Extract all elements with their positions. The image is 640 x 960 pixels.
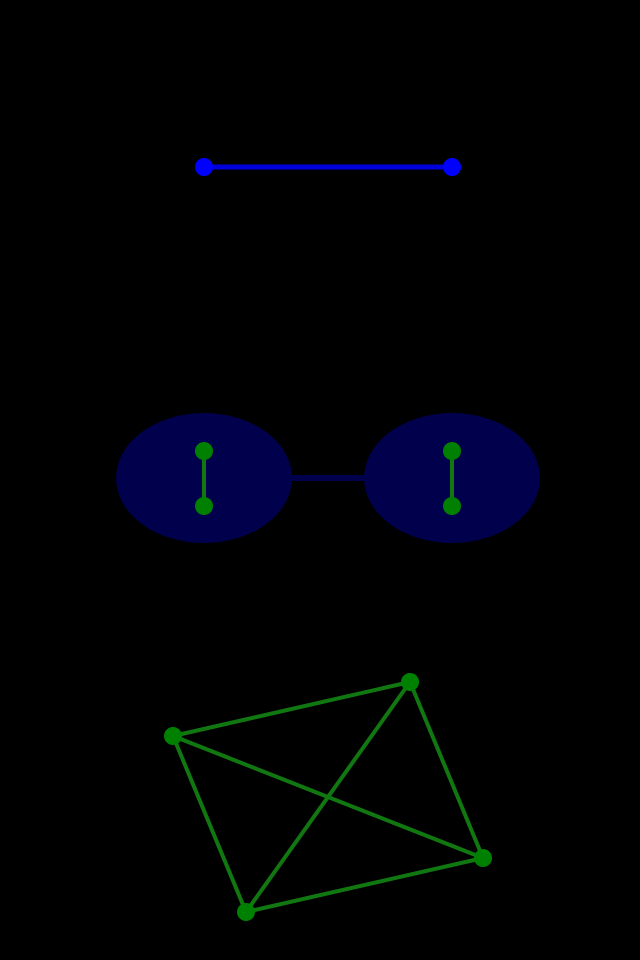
node xyxy=(443,497,461,515)
node xyxy=(195,497,213,515)
simple-graph xyxy=(195,158,461,176)
edge xyxy=(245,856,484,914)
cluster-graph xyxy=(116,413,540,543)
node xyxy=(443,442,461,460)
node xyxy=(237,903,255,921)
complete-graph-nodes xyxy=(164,673,492,921)
node xyxy=(401,673,419,691)
node xyxy=(164,727,182,745)
complete-graph xyxy=(171,680,485,914)
edge xyxy=(408,681,485,859)
node xyxy=(443,158,461,176)
edge xyxy=(172,680,411,738)
edge xyxy=(244,680,412,914)
edge xyxy=(171,735,248,913)
node xyxy=(474,849,492,867)
node xyxy=(195,158,213,176)
node xyxy=(195,442,213,460)
